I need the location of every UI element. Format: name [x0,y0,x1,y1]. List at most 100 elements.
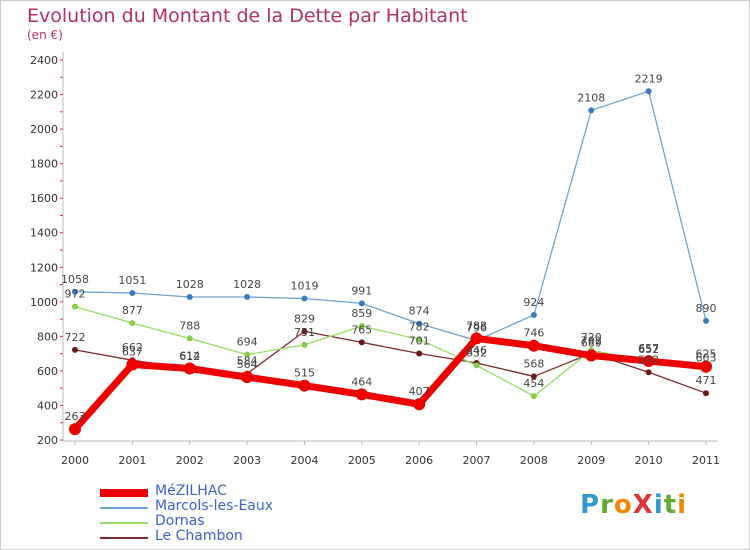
series-point-2 [301,341,308,348]
series-point-2 [358,323,365,330]
series-point-2 [416,336,423,343]
y-tick-label: 1800 [30,158,58,171]
series-point-2 [72,303,78,310]
data-label: 765 [351,323,372,336]
data-label: 584 [237,355,258,368]
chart-title: Evolution du Montant de la Dette par Hab… [27,5,468,27]
data-label: 788 [179,319,200,332]
series-point-0 [298,379,311,392]
legend-label: Marcols-les-Eaux [155,498,274,514]
data-label: 720 [581,331,602,344]
data-label: 782 [409,320,430,333]
data-label: 702 [581,334,602,347]
data-label: 746 [523,327,544,340]
data-label: 859 [351,307,372,320]
series-line-0 [71,334,710,433]
data-label: 637 [122,346,143,359]
legend-label: MéZILHAC [155,483,227,499]
series-point-2 [530,393,537,400]
legend-swatch [100,537,148,539]
data-label: 924 [523,296,544,309]
data-label: 407 [409,385,430,398]
series-point-3 [358,339,365,346]
series-point-3 [530,373,537,380]
series-point-0 [642,355,655,368]
y-tick-label: 2400 [30,54,58,67]
data-label: 662 [122,341,143,354]
series-point-1 [645,88,652,95]
series-point-2 [473,362,480,369]
legend-label: Le Chambon [155,528,243,544]
series-point-3 [645,369,652,376]
data-label: 454 [523,377,544,390]
logo-letter: P [580,490,601,520]
data-label: 1019 [290,280,318,293]
series-point-0 [413,398,426,411]
series-point-0 [585,349,598,362]
series-point-3 [416,350,423,357]
series-point-0 [241,371,254,384]
data-label: 646 [466,344,487,357]
data-label: 652 [638,343,659,356]
series-point-1 [530,311,537,318]
legend-swatch [100,522,148,524]
data-label: 751 [294,326,315,339]
series-point-0 [700,360,712,373]
logo-letter: t [663,490,678,520]
x-tick-label: 2002 [176,454,204,467]
series-point-3 [301,328,308,335]
data-label: 603 [696,351,717,364]
logo-letter: X [632,490,654,520]
y-tick-label: 400 [37,399,58,412]
series-point-1 [129,290,136,297]
data-label: 625 [696,348,717,361]
legend-label: Dornas [155,513,205,529]
series-line-2 [74,306,707,397]
data-label: 874 [409,305,430,318]
series-point-1 [72,288,78,295]
x-tick-label: 2010 [635,454,663,467]
x-tick-label: 2006 [405,454,433,467]
x-tick-label: 2005 [348,454,376,467]
series-point-0 [126,358,139,371]
data-label: 471 [696,374,717,387]
data-label: 829 [294,312,315,325]
series-point-1 [358,300,365,307]
data-label: 689 [581,337,602,350]
x-tick-label: 2008 [520,454,548,467]
legend-swatch [100,507,148,509]
data-label: 1051 [118,274,146,287]
data-label: 722 [65,331,86,344]
chart-subtitle: (en €) [27,28,63,42]
series-point-2 [244,351,251,358]
logo-letter: o [613,490,633,520]
data-label: 515 [294,367,315,380]
data-label: 2219 [635,72,663,85]
data-label: 564 [237,358,258,371]
y-tick-label: 200 [37,434,58,447]
series-point-1 [244,293,251,300]
proxiti-logo: ProXiti [580,490,687,520]
data-label: 2108 [577,91,605,104]
data-label: 657 [638,342,659,355]
logo-letter: i [677,490,688,520]
legend-swatch [100,489,148,497]
data-label: 991 [351,284,372,297]
data-label: 701 [409,334,430,347]
series-point-0 [527,339,540,352]
data-label: 568 [523,357,544,370]
data-label: 632 [466,346,487,359]
series-point-3 [703,390,709,397]
y-tick-label: 1200 [30,261,58,274]
data-label: 263 [65,410,86,423]
data-label: 592 [638,353,659,366]
y-tick-label: 2200 [30,89,58,102]
data-label: 877 [122,304,143,317]
x-tick-label: 2003 [233,454,261,467]
y-tick-label: 1600 [30,192,58,205]
series-point-1 [301,295,308,302]
logo-letter: r [600,490,614,520]
series-point-0 [69,423,81,436]
